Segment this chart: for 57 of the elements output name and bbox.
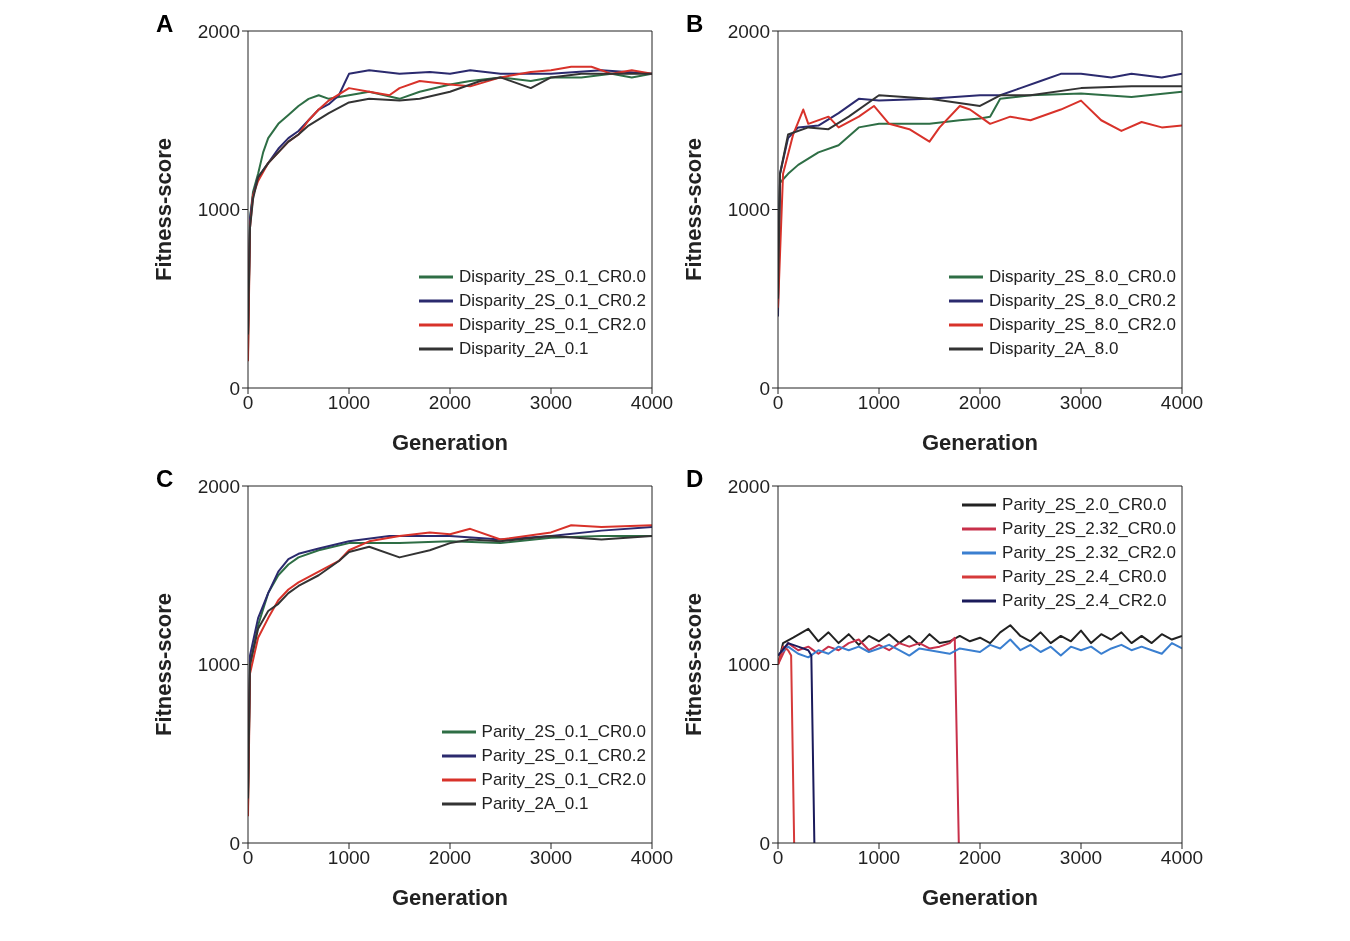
y-axis-title: Fitness-score — [150, 592, 176, 737]
legend-label: Parity_2S_0.1_CR0.0 — [481, 721, 646, 743]
y-tick-label: 1000 — [727, 654, 770, 676]
x-tick-label: 4000 — [1160, 847, 1204, 869]
legend-label: Parity_2S_0.1_CR2.0 — [481, 769, 646, 791]
legend-label: Disparity_2S_8.0_CR2.0 — [988, 314, 1176, 336]
legend-label: Parity_2S_2.4_CR0.0 — [1002, 566, 1167, 588]
x-tick-label: 2000 — [428, 392, 472, 414]
y-tick-label: 0 — [759, 832, 770, 854]
x-axis-title: Generation — [391, 885, 509, 910]
legend-label: Parity_2S_2.0_CR0.0 — [1002, 494, 1167, 516]
legend-label: Parity_2S_2.32_CR0.0 — [1002, 518, 1176, 540]
y-tick-label: 0 — [229, 832, 240, 854]
legend-label: Disparity_2S_8.0_CR0.2 — [988, 290, 1176, 312]
x-tick-label: 3000 — [529, 392, 573, 414]
legend-label: Disparity_2S_8.0_CR0.0 — [988, 266, 1176, 288]
legend-label: Disparity_2A_0.1 — [458, 338, 589, 360]
x-tick-label: 1000 — [857, 847, 901, 869]
x-tick-label: 4000 — [630, 847, 674, 869]
x-tick-label: 3000 — [1059, 392, 1103, 414]
chart-title: D — [686, 465, 704, 493]
legend-label: Parity_2S_2.4_CR2.0 — [1002, 590, 1167, 612]
legend-label: Disparity_2S_0.1_CR2.0 — [458, 314, 646, 336]
y-tick-label: 1000 — [727, 199, 770, 221]
chart-title: A — [156, 10, 174, 38]
legend-label: Disparity_2S_0.1_CR0.0 — [458, 266, 646, 288]
x-axis-title: Generation — [921, 430, 1039, 455]
x-tick-label: 3000 — [529, 847, 573, 869]
chart-title: C — [156, 465, 174, 493]
y-tick-label: 2000 — [197, 20, 240, 42]
y-axis-title: Fitness-score — [680, 137, 706, 282]
y-tick-label: 1000 — [197, 654, 240, 676]
x-tick-label: 2000 — [958, 392, 1002, 414]
x-tick-label: 1000 — [857, 392, 901, 414]
y-tick-label: 2000 — [727, 20, 770, 42]
y-tick-label: 1000 — [197, 199, 240, 221]
x-tick-label: 2000 — [428, 847, 472, 869]
y-axis-title: Fitness-score — [150, 137, 176, 282]
x-tick-label: 1000 — [327, 392, 371, 414]
legend-label: Parity_2S_2.32_CR2.0 — [1002, 542, 1176, 564]
x-tick-label: 4000 — [1160, 392, 1204, 414]
x-tick-label: 2000 — [958, 847, 1002, 869]
chart-title: B — [686, 10, 704, 38]
x-tick-label: 4000 — [630, 392, 674, 414]
legend-label: Disparity_2S_0.1_CR0.2 — [458, 290, 646, 312]
y-tick-label: 2000 — [197, 475, 240, 497]
y-tick-label: 0 — [229, 377, 240, 399]
legend-label: Parity_2A_0.1 — [481, 793, 589, 815]
legend-label: Disparity_2A_8.0 — [988, 338, 1119, 360]
y-axis-title: Fitness-score — [680, 592, 706, 737]
x-tick-label: 1000 — [327, 847, 371, 869]
x-axis-title: Generation — [391, 430, 509, 455]
x-tick-label: 3000 — [1059, 847, 1103, 869]
y-tick-label: 0 — [759, 377, 770, 399]
y-tick-label: 2000 — [727, 475, 770, 497]
legend-label: Parity_2S_0.1_CR0.2 — [481, 745, 646, 767]
x-axis-title: Generation — [921, 885, 1039, 910]
